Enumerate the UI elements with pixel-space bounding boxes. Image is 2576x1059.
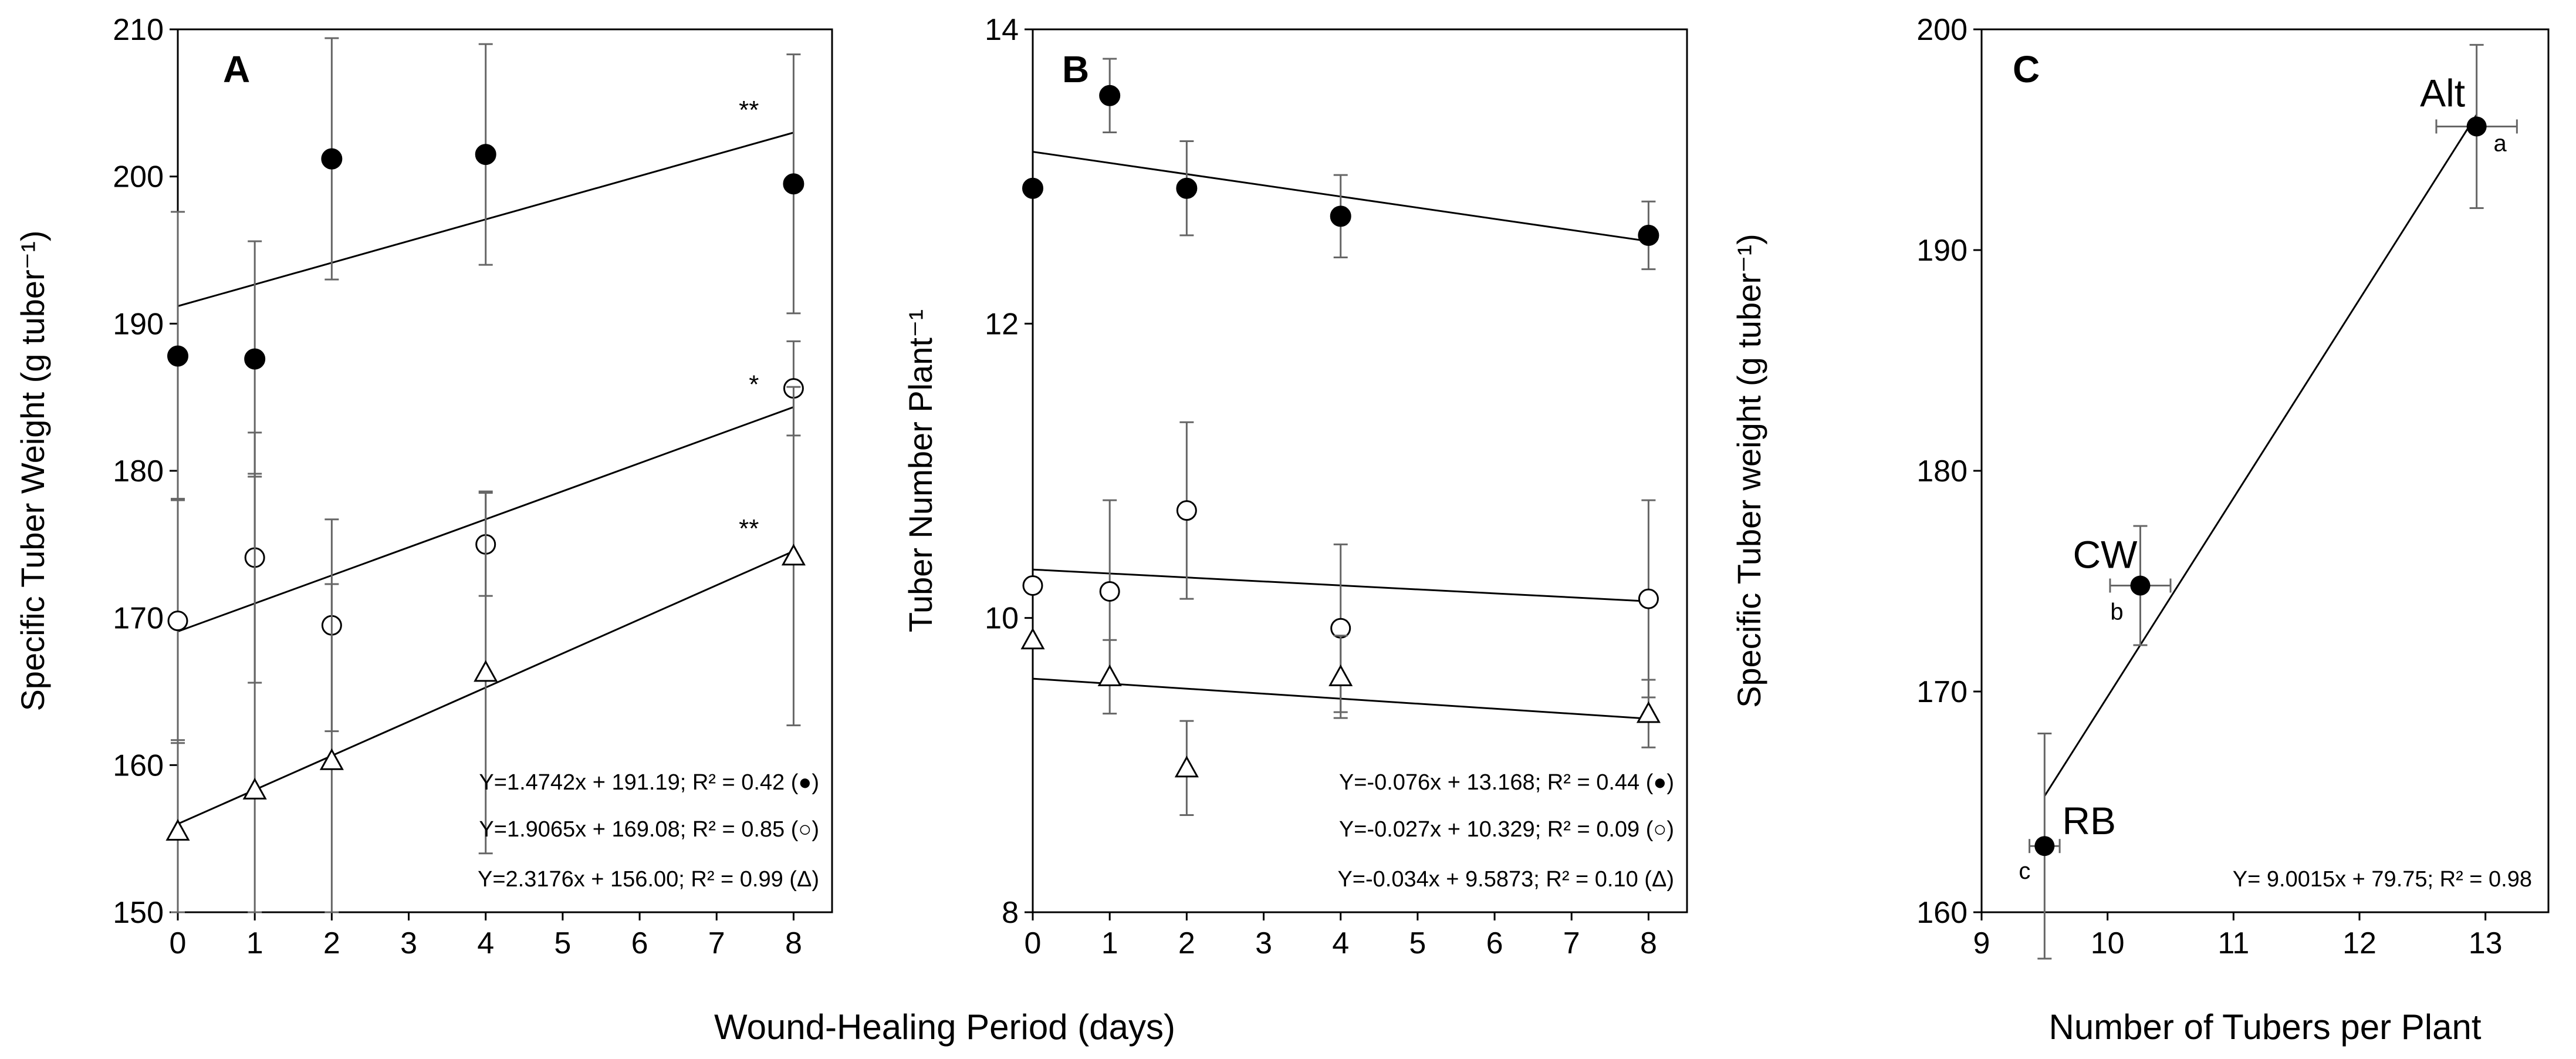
panel-a-ytick-label: 190 [113,307,164,341]
panel-a-significance-0: ** [739,96,759,124]
panel-b-point [1174,756,1199,778]
panel-b-xtick-label: 4 [1332,926,1349,960]
panel-a-letter: A [223,48,250,90]
panel-c-xtick-label: 11 [2217,926,2249,960]
panel-a-significance-2: ** [739,514,759,543]
panel-a-equation-0: Y=1.4742x + 191.19; R² = 0.42 (●) [479,770,819,795]
panel-b-point [1176,177,1198,199]
panel-a-point [242,777,267,800]
panel-a-point [165,819,190,841]
panel-b-ytick-label: 14 [985,13,1019,47]
panel-b-point [1638,588,1659,609]
panel-c-ytick-label: 180 [1916,454,1968,488]
panel-b-point [1099,581,1120,602]
panel-b-xtick-label: 6 [1486,926,1503,960]
panel-c-point [2130,575,2151,596]
panel-a-ytick-label: 180 [113,454,164,488]
panel-a-xtick-label: 7 [708,926,725,960]
panel-c-letter: C [2013,48,2040,90]
panel-a-equation-1: Y=1.9065x + 169.08; R² = 0.85 (○) [479,817,819,842]
panel-a-point [319,748,344,770]
panel-a-point [244,348,266,370]
panel-a-ytick-label: 210 [113,13,164,47]
panel-b-ytick-label: 12 [985,307,1019,341]
panel-a-xtick-label: 6 [631,926,648,960]
panel-a-point [783,173,804,195]
panel-a-xtick-label: 4 [477,926,494,960]
panel-b-letter: B [1062,48,1089,90]
panel-b-point [1022,177,1043,199]
panel-c-letter-label: c [2019,858,2030,884]
panel-c-xtick-label: 13 [2469,926,2503,960]
panel-b-point [1099,85,1121,106]
panel-b-ylabel: Tuber Number Plant⁻¹ [902,309,939,632]
panel-b-xtick-label: 0 [1025,926,1042,960]
panel-a-xtick-label: 2 [323,926,340,960]
panel-c-ytick-label: 170 [1916,675,1968,709]
panel-b-equation-2: Y=-0.034x + 9.5873; R² = 0.10 (Δ) [1337,867,1674,892]
panel-b-equation-0: Y=-0.076x + 13.168; R² = 0.44 (●) [1339,770,1674,795]
panel-c-point [2034,836,2055,856]
panel-b-xtick-label: 1 [1101,926,1118,960]
panel-b-point [1328,664,1353,686]
panel-b-frame [1032,28,1688,913]
panel-c-equation: Y= 9.0015x + 79.75; R² = 0.98 [2233,867,2532,892]
panel-b-ytick-label: 8 [1002,896,1019,930]
panel-a-point [167,611,188,632]
panel-b-point [1020,628,1045,650]
panel-a-xtick-label: 3 [400,926,417,960]
panel-a-ytick-label: 160 [113,748,164,783]
panel-a-ylabel: Specific Tuber Weight (g tuber⁻¹) [14,230,51,711]
shared-xlabel: Wound-Healing Period (days) [714,1007,1175,1047]
panel-b-equation-1: Y=-0.027x + 10.329; R² = 0.09 (○) [1339,817,1674,842]
panel-b-ytick-label: 10 [985,602,1019,636]
panel-b-point [1638,224,1659,246]
panel-a-significance-1: * [749,370,759,399]
panel-b-point [1176,500,1197,521]
panel-c-ylabel: Specific Tuber weight (g tuber⁻¹) [1730,234,1767,708]
panel-b-xtick-label: 5 [1409,926,1426,960]
panel-b-xtick-label: 2 [1178,926,1195,960]
panel-c-letter-label: b [2110,599,2123,625]
panel-a-point [475,144,496,166]
panel-a-ytick-label: 150 [113,896,164,930]
panel-c-letter-label: a [2494,130,2507,156]
panel-b-xtick-label: 8 [1640,926,1657,960]
panel-c-point-label: RB [2062,799,2116,842]
panel-c-xtick-label: 12 [2342,926,2376,960]
panel-a-xtick-label: 1 [246,926,263,960]
panel-a-xtick-label: 8 [785,926,802,960]
panel-c-frame [1980,28,2550,913]
panel-a-ytick-label: 170 [113,602,164,636]
panel-c-xlabel: Number of Tubers per Plant [2048,1007,2481,1047]
panel-a-xtick-label: 5 [554,926,571,960]
panel-c-ytick-label: 200 [1916,13,1968,47]
panel-a-equation-2: Y=2.3176x + 156.00; R² = 0.99 (Δ) [478,867,819,892]
panel-a-point [781,544,806,566]
panel-a-point [321,148,343,170]
panel-a-point [167,345,188,367]
panel-c-point-label: Alt [2420,71,2465,114]
panel-c-point [2466,116,2487,137]
panel-b-point [1330,205,1351,227]
panel-a-point [474,660,498,682]
panel-c-xtick-label: 10 [2091,926,2125,960]
panel-c-ytick-label: 190 [1916,234,1968,268]
panel-a-ytick-label: 200 [113,160,164,194]
panel-c-point-label: CW [2073,533,2138,576]
panel-c-xtick-label: 9 [1973,926,1990,960]
panel-b-point [1097,664,1122,686]
panel-a-xtick-label: 0 [170,926,187,960]
panel-c-ytick-label: 160 [1916,896,1968,930]
panel-b-xtick-label: 7 [1563,926,1580,960]
panel-b-xtick-label: 3 [1255,926,1272,960]
panel-b-point [1636,701,1661,723]
panel-b-point [1022,575,1043,596]
panel-c-fit-line [2044,114,2477,797]
